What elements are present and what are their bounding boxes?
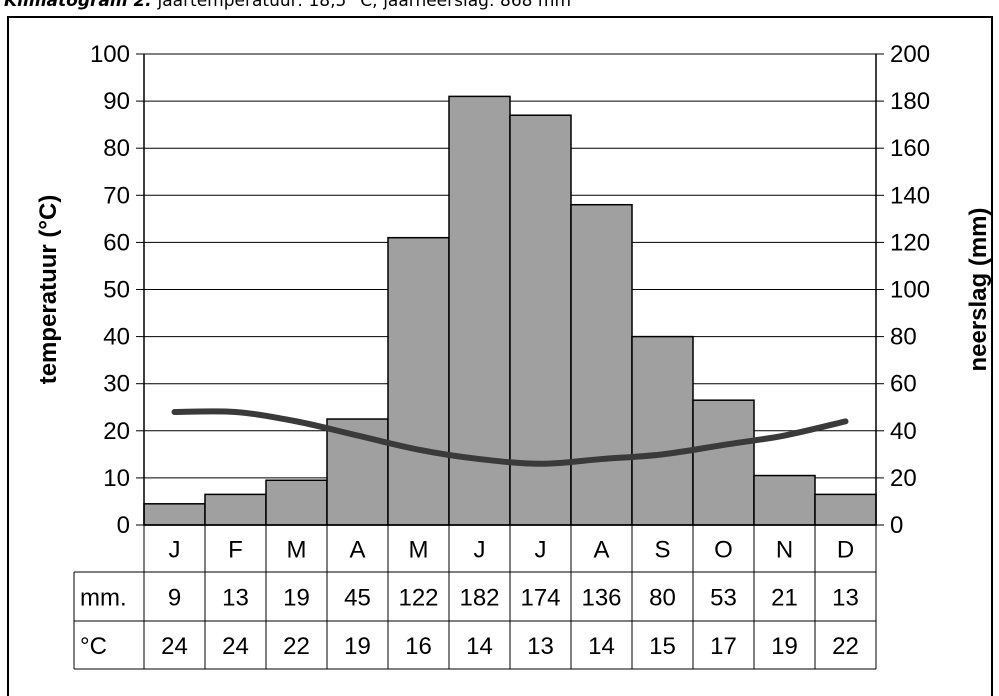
table-cell-mm: 13	[832, 585, 859, 612]
table-cell-c: 22	[832, 633, 859, 660]
table-cell-c: 22	[283, 633, 310, 660]
y-tick-label-right: 200	[890, 41, 930, 68]
table-cell-c: 24	[222, 633, 249, 660]
caption-text: jaartemperatuur: 18,5 °C; jaarneerslag: …	[152, 0, 572, 11]
table-cell-c: 15	[649, 633, 676, 660]
y-tick-label-left: 70	[103, 182, 130, 209]
precipitation-bar	[387, 236, 450, 526]
y-tick-label-right: 100	[890, 277, 930, 304]
x-tick-label: O	[714, 537, 733, 564]
precipitation-bar	[814, 493, 877, 526]
y-tick-label-left: 0	[117, 512, 130, 539]
y-tick-label-left: 100	[90, 41, 130, 68]
table-cell-mm: 174	[520, 585, 560, 612]
x-tick-label: J	[169, 537, 181, 564]
table-row-label-c: °C	[80, 633, 107, 660]
y-tick-label-left: 60	[103, 229, 130, 256]
caption-title: Klimatogram 2:	[4, 0, 153, 11]
table-cell-mm: 21	[771, 585, 798, 612]
table-cell-c: 19	[771, 633, 798, 660]
x-tick-label: M	[287, 537, 307, 564]
chart-frame	[7, 16, 993, 696]
y-axis-title-left: temperatuur (°C)	[35, 195, 62, 385]
table-cell-c: 16	[405, 633, 432, 660]
table-cell-mm: 9	[168, 585, 181, 612]
y-tick-label-right: 40	[890, 418, 917, 445]
table-cell-mm: 80	[649, 585, 676, 612]
precipitation-bar	[753, 474, 816, 526]
table-cell-mm: 53	[710, 585, 737, 612]
x-tick-label: A	[349, 537, 365, 564]
y-tick-label-left: 10	[103, 465, 130, 492]
x-tick-label: J	[535, 537, 547, 564]
table-cell-c: 17	[710, 633, 737, 660]
x-tick-label: D	[837, 537, 854, 564]
chart-caption: Klimatogram 2: jaartemperatuur: 18,5 °C;…	[4, 0, 571, 11]
table-cell-c: 13	[527, 633, 554, 660]
table-cell-mm: 13	[222, 585, 249, 612]
x-tick-label: M	[409, 537, 429, 564]
x-tick-label: F	[228, 537, 243, 564]
y-tick-label-right: 160	[890, 135, 930, 162]
precipitation-bar	[204, 493, 267, 526]
y-tick-label-right: 0	[890, 512, 903, 539]
y-tick-label-right: 60	[890, 371, 917, 398]
x-tick-label: A	[593, 537, 609, 564]
table-cell-c: 14	[588, 633, 615, 660]
x-tick-label: J	[474, 537, 486, 564]
table-cell-mm: 19	[283, 585, 310, 612]
x-tick-label: N	[776, 537, 793, 564]
y-tick-label-left: 20	[103, 418, 130, 445]
precipitation-bar	[570, 203, 633, 526]
y-tick-label-left: 80	[103, 135, 130, 162]
y-tick-label-left: 40	[103, 324, 130, 351]
y-tick-label-left: 50	[103, 277, 130, 304]
table-cell-mm: 45	[344, 585, 371, 612]
temperature-line	[171, 408, 849, 467]
precipitation-bar	[692, 399, 755, 526]
table-cell-mm: 136	[581, 585, 621, 612]
table-cell-c: 14	[466, 633, 493, 660]
y-tick-label-right: 120	[890, 229, 930, 256]
table-cell-c: 24	[161, 633, 188, 660]
y-tick-label-left: 90	[103, 88, 130, 115]
y-tick-label-right: 20	[890, 465, 917, 492]
table-cell-mm: 182	[459, 585, 499, 612]
table-row-label-mm: mm.	[80, 585, 127, 612]
y-tick-label-right: 80	[890, 324, 917, 351]
x-tick-label: S	[654, 537, 670, 564]
y-tick-label-right: 140	[890, 182, 930, 209]
precipitation-bar	[143, 503, 206, 526]
precipitation-bar	[631, 335, 694, 526]
table-cell-c: 19	[344, 633, 371, 660]
y-axis-title-right: neerslag (mm)	[965, 207, 992, 371]
precipitation-bar	[265, 479, 328, 526]
y-tick-label-right: 180	[890, 88, 930, 115]
y-tick-label-left: 30	[103, 371, 130, 398]
table-cell-mm: 122	[398, 585, 438, 612]
